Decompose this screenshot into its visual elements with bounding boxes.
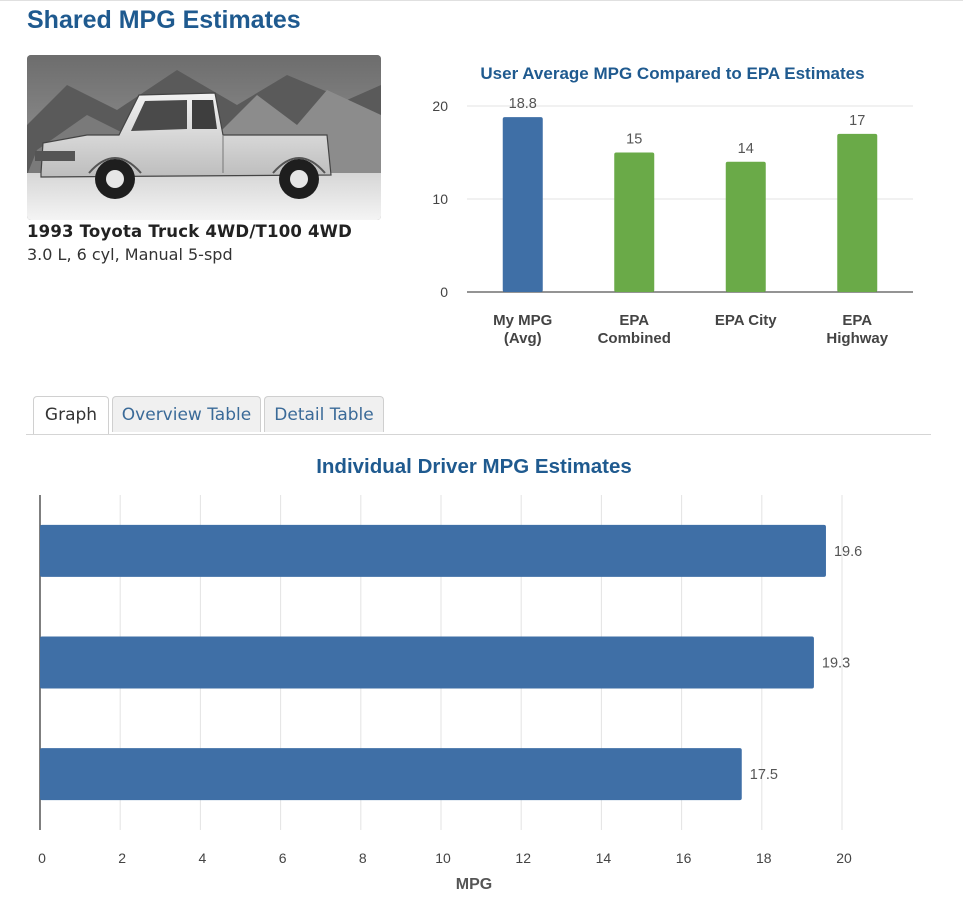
top-y-tick-label: 10 xyxy=(432,191,448,207)
top-bar xyxy=(837,133,878,292)
bottom-x-tick-label: 6 xyxy=(279,850,287,866)
top-rule xyxy=(0,0,963,1)
top-category-label: (Avg) xyxy=(504,330,542,347)
top-data-label: 17 xyxy=(849,113,865,129)
top-category-label: Highway xyxy=(826,330,888,347)
top-bar xyxy=(614,152,655,292)
bottom-x-tick-label: 8 xyxy=(359,850,367,866)
bottom-x-tick-label: 12 xyxy=(515,850,531,866)
top-bar xyxy=(725,161,766,292)
top-bar xyxy=(502,117,543,292)
vehicle-specs: 3.0 L, 6 cyl, Manual 5-spd xyxy=(27,245,233,264)
bottom-x-tick-label: 0 xyxy=(38,850,46,866)
tab-graph[interactable]: Graph xyxy=(33,396,109,434)
bottom-x-tick-label: 16 xyxy=(676,850,692,866)
bottom-x-tick-label: 20 xyxy=(836,850,852,866)
top-data-label: 18.8 xyxy=(509,96,537,112)
page-title: Shared MPG Estimates xyxy=(27,6,301,34)
bottom-bar xyxy=(40,524,826,577)
bottom-bar xyxy=(40,748,742,801)
bottom-bar xyxy=(40,636,814,689)
bottom-x-tick-label: 4 xyxy=(199,850,207,866)
top-category-label: EPA xyxy=(619,312,649,329)
bottom-chart-title: Individual Driver MPG Estimates xyxy=(316,455,632,478)
top-category-label: EPA City xyxy=(715,312,777,329)
bottom-x-tick-label: 14 xyxy=(596,850,612,866)
tab-overview-table[interactable]: Overview Table xyxy=(112,396,261,432)
top-data-label: 15 xyxy=(626,132,642,148)
top-category-label: EPA xyxy=(842,312,872,329)
bottom-x-tick-label: 2 xyxy=(118,850,126,866)
bottom-x-tick-label: 18 xyxy=(756,850,772,866)
top-category-label: My MPG xyxy=(493,312,552,329)
bottom-data-label: 19.3 xyxy=(822,656,850,672)
bottom-x-axis-title: MPG xyxy=(456,876,492,893)
view-tabs: Graph Overview Table Detail Table xyxy=(26,396,931,435)
vehicle-photo xyxy=(27,55,381,220)
bottom-data-label: 19.6 xyxy=(834,544,862,560)
top-category-label: Combined xyxy=(598,330,671,347)
top-y-tick-label: 20 xyxy=(432,98,448,114)
bottom-x-tick-label: 10 xyxy=(435,850,451,866)
top-chart-title: User Average MPG Compared to EPA Estimat… xyxy=(480,64,865,83)
truck-photo-illustration xyxy=(27,55,381,220)
vehicle-name: 1993 Toyota Truck 4WD/T100 4WD xyxy=(27,222,352,241)
tab-detail-table[interactable]: Detail Table xyxy=(264,396,384,432)
top-y-tick-label: 0 xyxy=(440,284,448,300)
top-data-label: 14 xyxy=(738,141,754,157)
bottom-data-label: 17.5 xyxy=(750,767,778,783)
